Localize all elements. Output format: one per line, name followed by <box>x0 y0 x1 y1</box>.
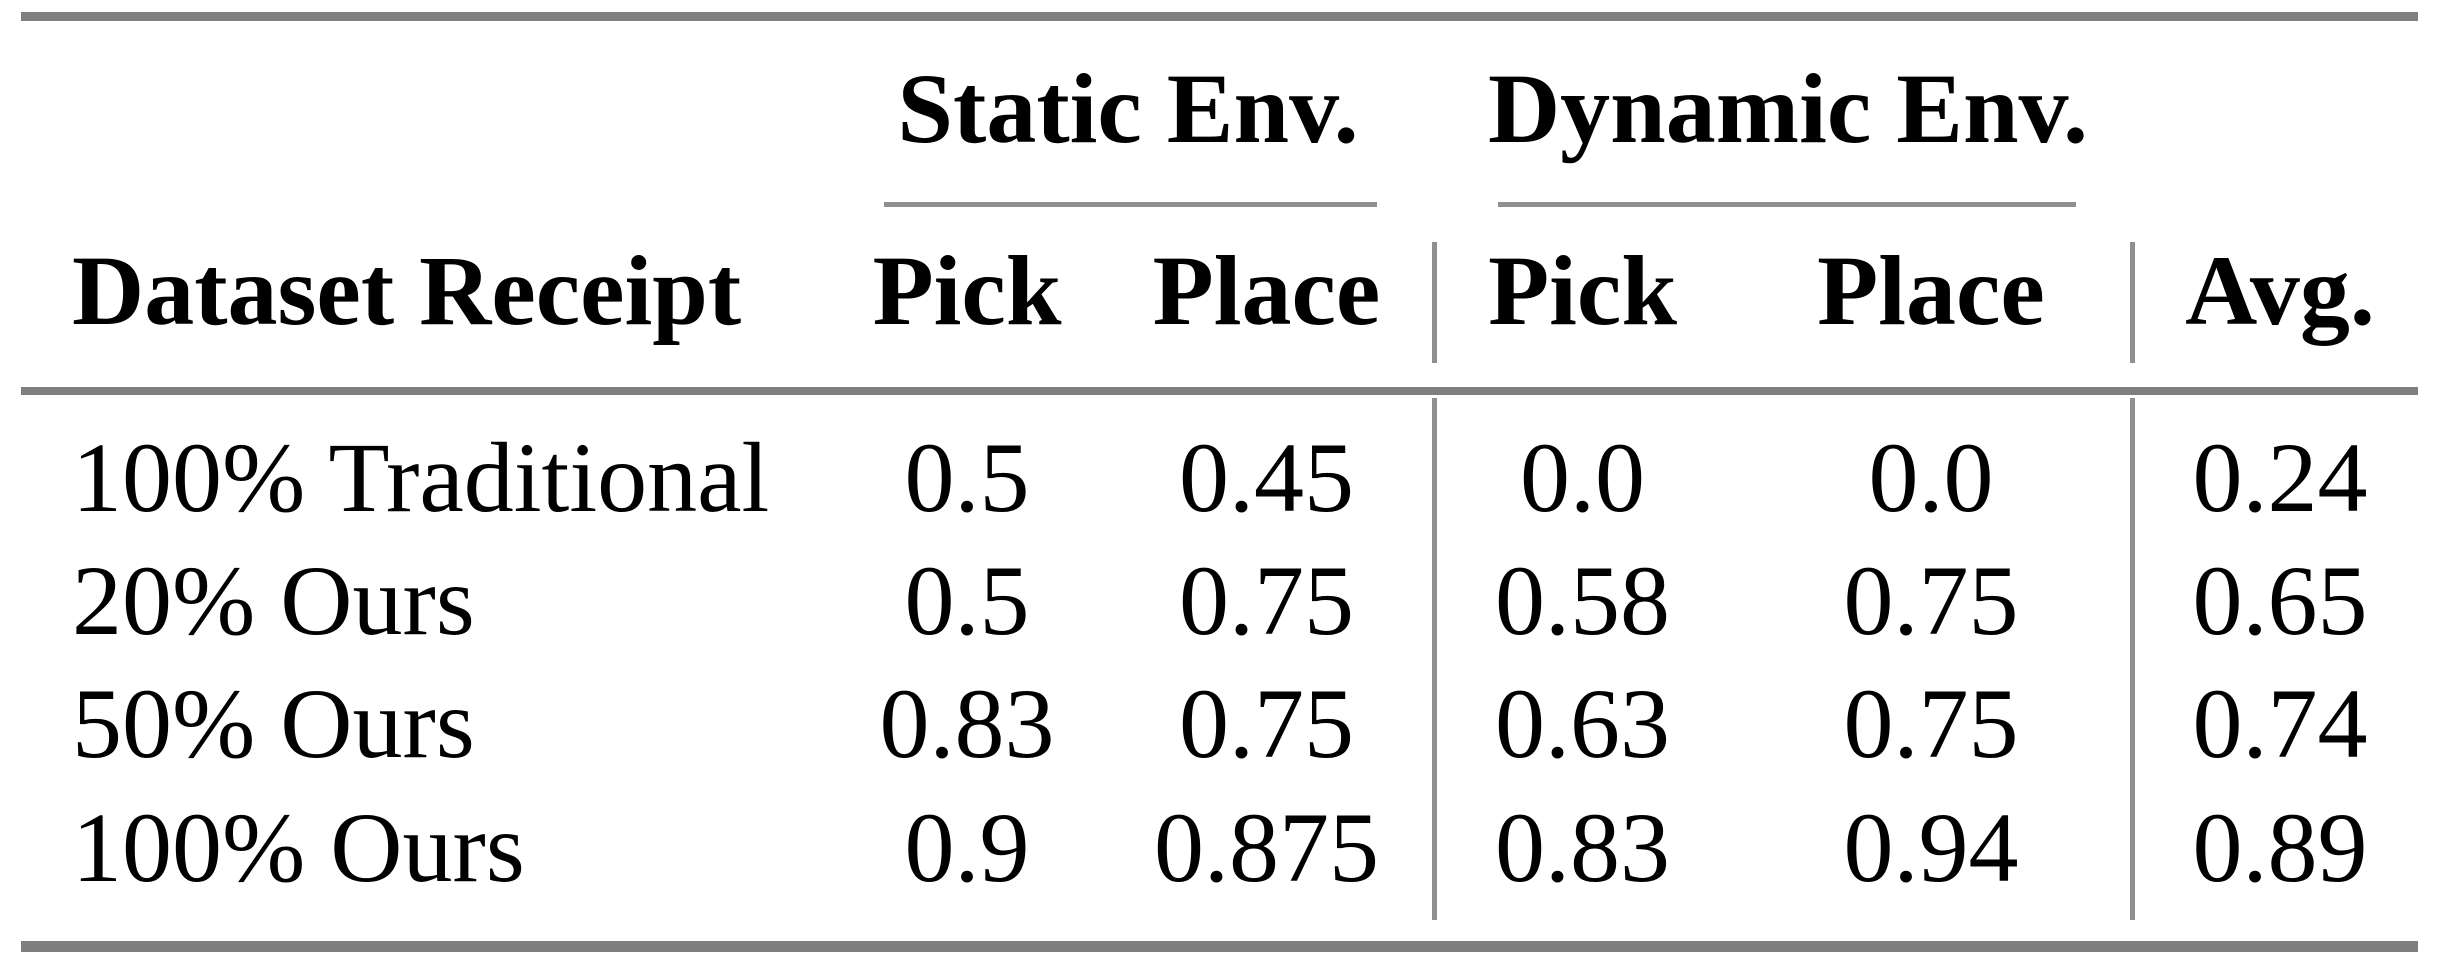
static-env-group-header: Static Env. <box>897 53 1359 164</box>
table-row: 100% Traditional 0.5 0.45 0.0 0.0 0.24 <box>0 428 2440 528</box>
col-header-static-place: Place <box>1152 235 1381 346</box>
table-row: 50% Ours 0.83 0.75 0.63 0.75 0.74 <box>0 674 2440 774</box>
static-dynamic-divider-header <box>1432 242 1437 363</box>
header-rule <box>21 387 2418 395</box>
top-rule <box>21 12 2418 21</box>
row-label: 50% Ours <box>72 668 475 779</box>
table-row: 20% Ours 0.5 0.75 0.58 0.75 0.65 <box>0 551 2440 651</box>
col-header-dynamic-place: Place <box>1817 235 2045 346</box>
cell-static-place: 0.75 <box>1179 668 1354 779</box>
cell-dynamic-place: 0.75 <box>1843 668 2019 779</box>
cell-avg: 0.89 <box>2192 792 2368 903</box>
cell-avg: 0.65 <box>2192 545 2368 656</box>
cell-static-pick: 0.5 <box>904 545 1030 656</box>
cell-avg: 0.24 <box>2192 422 2368 533</box>
cell-dynamic-place: 0.0 <box>1868 422 1994 533</box>
avg-divider-body <box>2130 398 2135 920</box>
col-header-static-pick: Pick <box>872 235 1062 346</box>
avg-divider-header <box>2130 242 2135 363</box>
cell-static-pick: 0.9 <box>904 792 1030 903</box>
cell-dynamic-pick: 0.63 <box>1495 668 1670 779</box>
cell-static-pick: 0.5 <box>904 422 1030 533</box>
col-header-avg: Avg. <box>2185 235 2375 346</box>
col-header-dynamic-pick: Pick <box>1488 235 1677 346</box>
cell-static-pick: 0.83 <box>879 668 1055 779</box>
bottom-rule <box>21 941 2418 952</box>
row-label: 100% Traditional <box>72 422 770 533</box>
column-header-row: Dataset Receipt Pick Place Pick Place Av… <box>0 241 2440 341</box>
cell-dynamic-place: 0.75 <box>1843 545 2019 656</box>
cell-avg: 0.74 <box>2192 668 2368 779</box>
cell-dynamic-pick: 0.0 <box>1520 422 1645 533</box>
row-label: 20% Ours <box>72 545 475 656</box>
cell-static-place: 0.75 <box>1179 545 1354 656</box>
cell-dynamic-pick: 0.83 <box>1495 792 1670 903</box>
static-env-underline <box>884 202 1377 207</box>
cell-dynamic-pick: 0.58 <box>1495 545 1670 656</box>
cell-static-place: 0.45 <box>1179 422 1354 533</box>
cell-dynamic-place: 0.94 <box>1843 792 2019 903</box>
table-row: 100% Ours 0.9 0.875 0.83 0.94 0.89 <box>0 798 2440 898</box>
static-dynamic-divider-body <box>1432 398 1437 920</box>
col-header-dataset-receipt: Dataset Receipt <box>72 235 742 346</box>
dynamic-env-underline <box>1498 202 2076 207</box>
row-label: 100% Ours <box>72 792 525 903</box>
cell-static-place: 0.875 <box>1154 792 1379 903</box>
dynamic-env-group-header: Dynamic Env. <box>1487 53 2089 164</box>
